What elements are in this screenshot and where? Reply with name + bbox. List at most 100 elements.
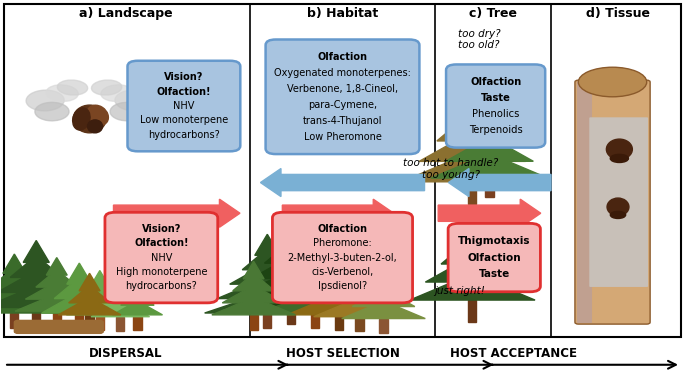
Polygon shape: [446, 137, 534, 161]
FancyArrow shape: [114, 199, 240, 227]
FancyBboxPatch shape: [14, 321, 103, 334]
Polygon shape: [3, 254, 26, 273]
Polygon shape: [129, 282, 146, 296]
Ellipse shape: [35, 102, 69, 121]
Text: Low monoterpene: Low monoterpene: [140, 115, 228, 125]
Bar: [311, 313, 319, 328]
Polygon shape: [475, 103, 504, 128]
Text: too hot to handle?
too young?: too hot to handle? too young?: [403, 158, 498, 180]
Polygon shape: [348, 258, 371, 277]
Ellipse shape: [88, 120, 103, 133]
Bar: [75, 313, 84, 328]
Text: Olfaction: Olfaction: [318, 52, 367, 62]
Ellipse shape: [73, 108, 90, 130]
Polygon shape: [23, 240, 49, 262]
Text: b) Habitat: b) Habitat: [307, 7, 378, 20]
Text: 2-Methyl-3-buten-2-ol,: 2-Methyl-3-buten-2-ol,: [288, 253, 397, 263]
Polygon shape: [303, 240, 327, 259]
Text: Phenolics: Phenolics: [472, 109, 519, 119]
Text: NHV: NHV: [151, 253, 172, 263]
FancyBboxPatch shape: [589, 117, 648, 287]
Text: HOST ACCEPTANCE: HOST ACCEPTANCE: [450, 347, 577, 360]
Polygon shape: [79, 273, 100, 291]
Text: Ipsdienol?: Ipsdienol?: [318, 282, 367, 292]
Polygon shape: [15, 293, 99, 311]
Polygon shape: [280, 266, 350, 286]
Polygon shape: [223, 285, 285, 303]
Polygon shape: [121, 291, 154, 305]
FancyBboxPatch shape: [577, 81, 592, 323]
Text: Pheromone:: Pheromone:: [313, 238, 372, 248]
Ellipse shape: [610, 211, 625, 219]
Polygon shape: [419, 132, 525, 161]
Bar: [96, 315, 104, 330]
Polygon shape: [300, 278, 378, 300]
Polygon shape: [410, 274, 535, 300]
Ellipse shape: [606, 139, 632, 160]
Polygon shape: [112, 301, 162, 315]
Text: just right!: just right!: [435, 286, 486, 296]
FancyBboxPatch shape: [575, 80, 650, 324]
Bar: [469, 182, 477, 204]
FancyArrow shape: [438, 199, 540, 227]
Text: cis-Verbenol,: cis-Verbenol,: [312, 267, 373, 277]
Text: DISPERSAL: DISPERSAL: [89, 347, 162, 360]
Polygon shape: [264, 241, 318, 263]
Polygon shape: [36, 270, 77, 287]
Polygon shape: [352, 289, 415, 306]
Text: Thigmotaxis: Thigmotaxis: [458, 236, 530, 246]
Polygon shape: [88, 270, 111, 289]
Polygon shape: [243, 261, 264, 279]
Text: para-Cymene,: para-Cymene,: [308, 100, 377, 110]
Polygon shape: [325, 284, 394, 303]
FancyArrow shape: [260, 168, 425, 197]
Polygon shape: [460, 120, 519, 144]
Text: too dry?
too old?: too dry? too old?: [458, 29, 501, 50]
FancyBboxPatch shape: [266, 39, 419, 154]
Text: Low Pheromone: Low Pheromone: [303, 132, 382, 142]
Polygon shape: [47, 257, 67, 275]
Polygon shape: [336, 271, 382, 290]
Text: Olfaction: Olfaction: [467, 253, 521, 263]
Text: Olfaction!: Olfaction!: [134, 238, 188, 248]
Polygon shape: [0, 294, 60, 313]
FancyArrow shape: [449, 168, 551, 197]
Polygon shape: [77, 283, 122, 302]
Polygon shape: [269, 280, 362, 299]
Text: NHV: NHV: [173, 101, 195, 111]
Ellipse shape: [26, 90, 64, 111]
FancyArrow shape: [282, 199, 394, 227]
FancyBboxPatch shape: [446, 65, 545, 148]
Polygon shape: [217, 278, 317, 299]
Polygon shape: [0, 270, 75, 292]
Text: Olfaction!: Olfaction!: [157, 86, 211, 96]
Text: High monoterpene: High monoterpene: [116, 267, 207, 277]
Ellipse shape: [578, 67, 647, 97]
Text: Vision?: Vision?: [142, 224, 181, 234]
Polygon shape: [66, 263, 92, 284]
Ellipse shape: [92, 80, 122, 95]
Polygon shape: [437, 111, 508, 141]
Bar: [263, 313, 271, 328]
Text: HOST SELECTION: HOST SELECTION: [286, 347, 399, 360]
Polygon shape: [229, 263, 305, 284]
FancyBboxPatch shape: [273, 212, 412, 303]
Text: Verbenone, 1,8-Cineol,: Verbenone, 1,8-Cineol,: [287, 84, 398, 94]
Text: Taste: Taste: [479, 269, 510, 279]
Text: Terpenoids: Terpenoids: [469, 125, 523, 135]
Polygon shape: [238, 272, 345, 294]
Text: Olfaction: Olfaction: [318, 224, 367, 234]
Bar: [486, 178, 494, 197]
Bar: [86, 315, 94, 330]
Polygon shape: [401, 152, 543, 182]
Ellipse shape: [607, 198, 629, 216]
Text: trans-4-Thujanol: trans-4-Thujanol: [303, 116, 382, 126]
Ellipse shape: [610, 154, 628, 162]
Polygon shape: [66, 296, 134, 315]
Polygon shape: [0, 280, 49, 300]
Ellipse shape: [110, 102, 145, 121]
Ellipse shape: [87, 105, 108, 125]
Text: Oxygenated monoterpenes:: Oxygenated monoterpenes:: [274, 68, 411, 78]
Polygon shape: [68, 285, 110, 303]
Polygon shape: [278, 225, 305, 248]
